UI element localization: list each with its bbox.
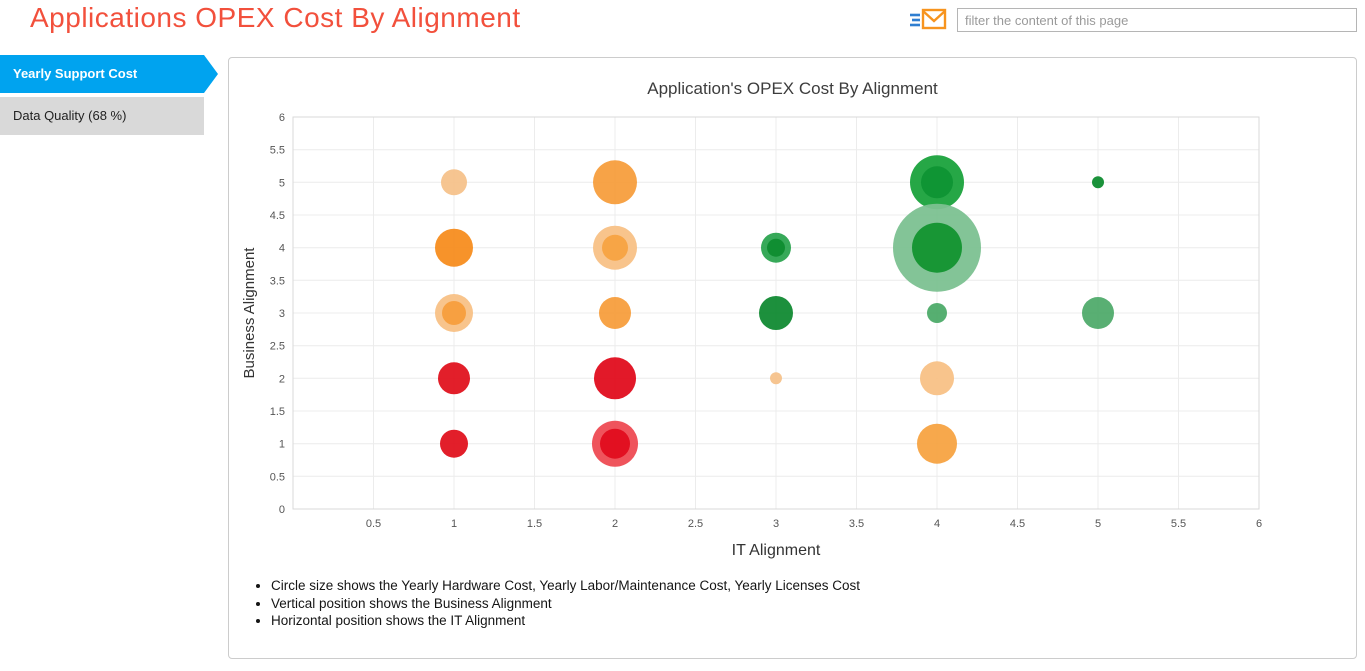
bubble[interactable]	[920, 361, 954, 396]
svg-text:1.5: 1.5	[270, 406, 285, 418]
chart-title: Application's OPEX Cost By Alignment	[647, 79, 938, 98]
note-item: Vertical position shows the Business Ali…	[271, 595, 1356, 613]
bubble[interactable]	[927, 303, 947, 323]
svg-text:2: 2	[612, 518, 618, 530]
active-tab-arrow	[204, 55, 218, 93]
bubble[interactable]	[599, 297, 631, 329]
bubble[interactable]	[594, 357, 636, 400]
svg-text:3: 3	[279, 308, 285, 320]
svg-text:2.5: 2.5	[270, 341, 285, 353]
svg-text:6: 6	[279, 112, 285, 124]
svg-text:2.5: 2.5	[688, 518, 703, 530]
bubble[interactable]	[770, 372, 782, 385]
sidebar-tab-yearly-support-cost[interactable]: Yearly Support Cost	[0, 55, 218, 93]
bubble[interactable]	[441, 169, 467, 196]
email-icon[interactable]	[909, 7, 947, 33]
svg-text:5.5: 5.5	[1171, 518, 1186, 530]
svg-text:1: 1	[279, 439, 285, 451]
svg-text:0.5: 0.5	[270, 471, 285, 483]
bubble[interactable]	[600, 428, 630, 459]
page-title: Applications OPEX Cost By Alignment	[30, 2, 521, 33]
svg-text:1.5: 1.5	[527, 518, 542, 530]
tab-label: Data Quality (68 %)	[13, 108, 127, 123]
svg-text:0.5: 0.5	[366, 518, 381, 530]
svg-text:5: 5	[1095, 518, 1101, 530]
bubble[interactable]	[435, 228, 473, 267]
bubble[interactable]	[917, 423, 957, 464]
x-axis-title: IT Alignment	[732, 542, 821, 559]
bubble[interactable]	[593, 160, 637, 205]
bubble[interactable]	[438, 362, 470, 395]
sidebar-tab-data-quality[interactable]: Data Quality (68 %)	[0, 97, 204, 135]
bubble[interactable]	[912, 222, 962, 273]
svg-text:3.5: 3.5	[270, 275, 285, 287]
bubble[interactable]	[602, 234, 628, 261]
tab-label: Yearly Support Cost	[13, 66, 138, 81]
svg-text:4: 4	[279, 243, 285, 255]
svg-text:4.5: 4.5	[1010, 518, 1025, 530]
chart-notes: Circle size shows the Yearly Hardware Co…	[271, 577, 1356, 630]
svg-text:3.5: 3.5	[849, 518, 864, 530]
bubble[interactable]	[767, 238, 785, 257]
filter-input[interactable]	[957, 8, 1357, 32]
bubble[interactable]	[442, 301, 466, 325]
bubble-chart[interactable]: 0.5 1 1.5 2 2.5 3 3.5 4 4.5 5 5.5 6 0 0.5 1 1.5 2 2.5 3 3.5…	[239, 111, 1269, 563]
svg-text:1: 1	[451, 518, 457, 530]
note-item: Circle size shows the Yearly Hardware Co…	[271, 577, 1356, 595]
y-axis-title: Business Alignment	[241, 247, 258, 379]
bubble[interactable]	[1092, 176, 1104, 189]
bubble[interactable]	[759, 296, 793, 330]
svg-text:0: 0	[279, 504, 285, 516]
svg-text:4.5: 4.5	[270, 210, 285, 222]
note-item: Horizontal position shows the IT Alignme…	[271, 612, 1356, 630]
svg-text:2: 2	[279, 373, 285, 385]
svg-text:5.5: 5.5	[270, 145, 285, 157]
bubble[interactable]	[921, 166, 953, 199]
bubble[interactable]	[440, 429, 468, 458]
bubble[interactable]	[1082, 297, 1114, 329]
chart-panel: Application's OPEX Cost By Alignment 0.5…	[228, 57, 1357, 659]
svg-text:5: 5	[279, 177, 285, 189]
svg-text:6: 6	[1256, 518, 1262, 530]
svg-text:4: 4	[934, 518, 940, 530]
svg-text:3: 3	[773, 518, 779, 530]
